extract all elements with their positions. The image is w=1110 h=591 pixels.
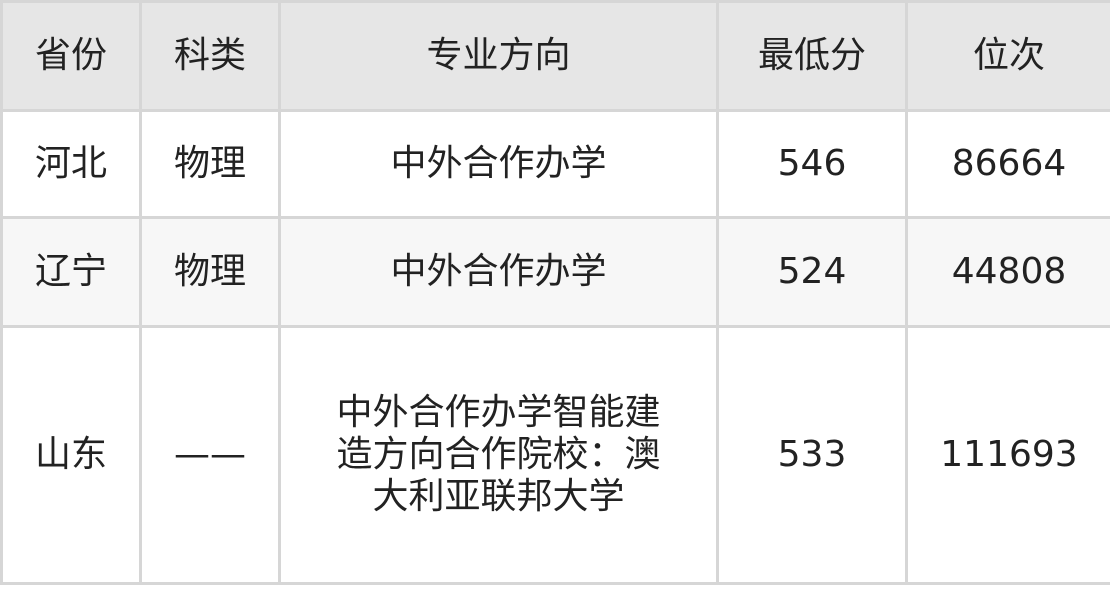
cell-subject: 物理 xyxy=(139,109,281,219)
header-rank: 位次 xyxy=(905,0,1110,112)
cell-major: 中外合作办学智能建造方向合作院校：澳大利亚联邦大学 xyxy=(278,325,719,585)
cell-major: 中外合作办学 xyxy=(278,109,719,219)
header-province: 省份 xyxy=(0,0,142,112)
cell-province: 山东 xyxy=(0,325,142,585)
cell-major-text: 中外合作办学智能建造方向合作院校：澳大利亚联邦大学 xyxy=(336,392,661,517)
cell-subject: —— xyxy=(139,325,281,585)
header-major: 专业方向 xyxy=(278,0,719,112)
table-header-row: 省份 科类 专业方向 最低分 位次 xyxy=(0,0,1110,112)
cell-rank: 86664 xyxy=(905,109,1110,219)
cell-province: 河北 xyxy=(0,109,142,219)
cell-min-score: 524 xyxy=(716,216,908,328)
cell-rank: 111693 xyxy=(905,325,1110,585)
cell-min-score: 546 xyxy=(716,109,908,219)
header-min-score: 最低分 xyxy=(716,0,908,112)
header-subject: 科类 xyxy=(139,0,281,112)
cell-province: 辽宁 xyxy=(0,216,142,328)
cell-rank: 44808 xyxy=(905,216,1110,328)
cell-major: 中外合作办学 xyxy=(278,216,719,328)
table-row: 山东 —— 中外合作办学智能建造方向合作院校：澳大利亚联邦大学 533 1116… xyxy=(0,325,1110,585)
table-row: 辽宁 物理 中外合作办学 524 44808 xyxy=(0,216,1110,328)
cell-min-score: 533 xyxy=(716,325,908,585)
table-row: 河北 物理 中外合作办学 546 86664 xyxy=(0,109,1110,219)
cell-subject: 物理 xyxy=(139,216,281,328)
